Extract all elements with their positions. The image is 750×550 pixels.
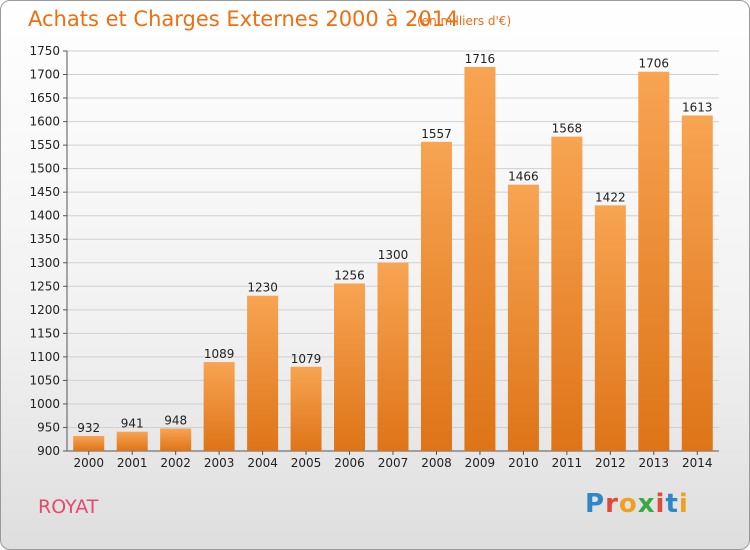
y-tick-label: 1700: [29, 68, 60, 82]
bar-2009: [464, 67, 496, 451]
x-tick-label: 2001: [117, 456, 148, 470]
bar-2000: [73, 435, 105, 451]
x-tick-label: 2003: [204, 456, 235, 470]
bar-2013: [638, 71, 670, 452]
bar-value-label: 1557: [421, 127, 452, 141]
x-tick-label: 2008: [421, 456, 452, 470]
x-tick-label: 2010: [508, 456, 539, 470]
y-tick-label: 1000: [29, 397, 60, 411]
y-tick-label: 1150: [29, 326, 60, 340]
x-tick-label: 2009: [465, 456, 496, 470]
y-tick-label: 950: [37, 420, 60, 434]
bar-value-label: 1466: [508, 170, 539, 184]
y-tick-label: 1200: [29, 303, 60, 317]
x-tick-label: 2011: [552, 456, 583, 470]
chart-title: Achats et Charges Externes 2000 à 2014: [28, 7, 459, 31]
bar-value-label: 1089: [204, 347, 235, 361]
bar-value-label: 948: [164, 413, 187, 427]
y-tick-label: 1600: [29, 115, 60, 129]
y-tick-label: 1250: [29, 279, 60, 293]
y-tick-label: 1500: [29, 162, 60, 176]
x-tick-label: 2002: [160, 456, 191, 470]
x-tick-label: 2007: [378, 456, 409, 470]
y-tick-label: 1450: [29, 185, 60, 199]
bar-value-label: 932: [77, 421, 100, 435]
y-tick-label: 1100: [29, 350, 60, 364]
bar-2007: [377, 262, 409, 451]
x-tick-label: 2005: [291, 456, 322, 470]
bar-2003: [203, 362, 235, 451]
bar-2011: [551, 136, 583, 451]
bar-value-label: 1230: [247, 281, 278, 295]
y-tick-label: 1750: [29, 44, 60, 58]
bar-value-label: 941: [121, 417, 144, 431]
x-tick-label: 2012: [595, 456, 626, 470]
proxiti-logo[interactable]: Proxiti: [585, 489, 689, 519]
x-tick-label: 2013: [639, 456, 670, 470]
chart-unit-label: (en milliers d'€): [417, 14, 512, 28]
bar-2012: [594, 205, 626, 451]
bar-2002: [160, 428, 192, 451]
y-tick-label: 900: [37, 444, 60, 458]
y-tick-label: 1400: [29, 209, 60, 223]
y-tick-label: 1350: [29, 232, 60, 246]
x-tick-label: 2004: [247, 456, 278, 470]
commune-name: ROYAT: [38, 496, 99, 518]
y-tick-label: 1300: [29, 256, 60, 270]
bar-value-label: 1079: [291, 352, 322, 366]
labels: 932 941 948 1089 1230 1079 1256 1300 1557 1716 146…: [77, 52, 712, 435]
bar-value-label: 1716: [465, 52, 496, 66]
x-tick-label: 2000: [73, 456, 104, 470]
x-tick-label: 2006: [334, 456, 365, 470]
bar-2004: [247, 295, 279, 451]
bar-value-label: 1256: [334, 268, 365, 282]
bar-value-label: 1613: [682, 100, 713, 114]
bar-2006: [334, 283, 366, 451]
bars: [73, 67, 713, 452]
y-tick-label: 1050: [29, 373, 60, 387]
bar-2001: [116, 431, 148, 451]
x-tick-label: 2014: [682, 456, 713, 470]
bar-value-label: 1568: [552, 122, 583, 136]
bar-2008: [420, 141, 452, 451]
bar-2014: [681, 115, 713, 452]
bar-value-label: 1300: [378, 248, 409, 262]
y-tick-label: 1550: [29, 138, 60, 152]
bar-value-label: 1706: [639, 57, 670, 71]
bar-2010: [507, 184, 539, 451]
bar-value-label: 1422: [595, 190, 626, 204]
y-tick-label: 1650: [29, 91, 60, 105]
bar-2005: [290, 366, 322, 451]
